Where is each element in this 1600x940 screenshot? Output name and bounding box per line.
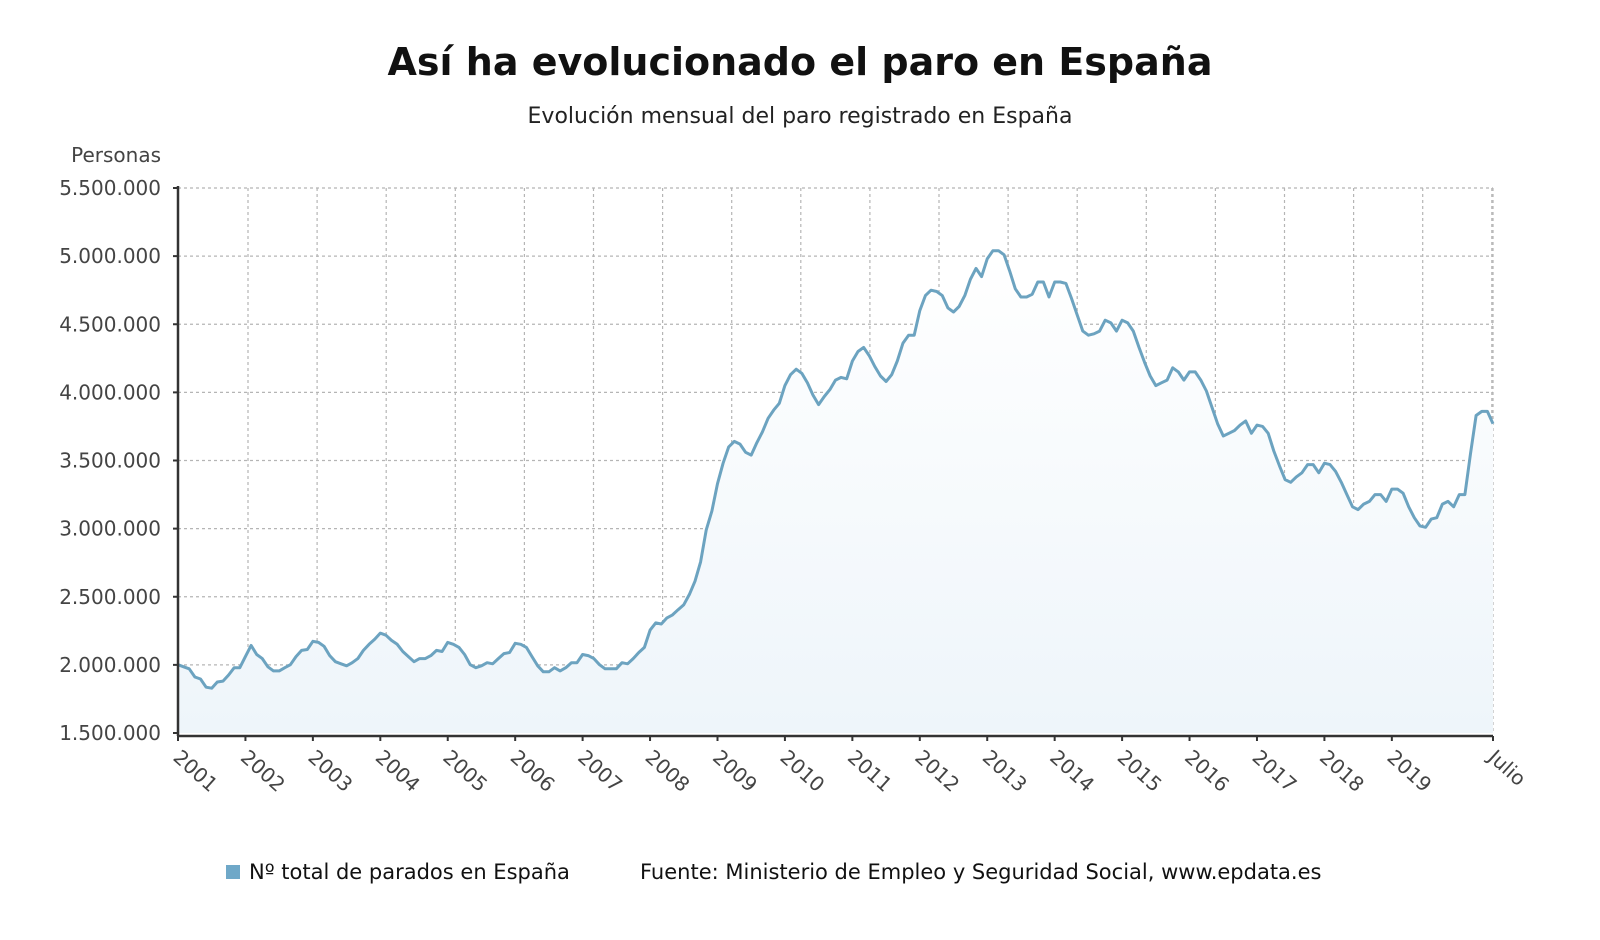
y-tick-label: 1.500.000 bbox=[59, 721, 161, 745]
x-tick-label: 2011 bbox=[843, 745, 897, 797]
x-tick-label: 2012 bbox=[910, 745, 964, 797]
legend-swatch bbox=[226, 865, 240, 879]
y-tick-label: 3.000.000 bbox=[59, 517, 161, 541]
x-tick-label: 2004 bbox=[371, 745, 425, 797]
x-tick-label: 2006 bbox=[506, 745, 560, 797]
chart-subtitle: Evolución mensual del paro registrado en… bbox=[527, 104, 1073, 129]
x-tick-label: 2015 bbox=[1113, 745, 1167, 797]
x-tick-label: 2010 bbox=[776, 745, 830, 797]
x-tick-label: 2001 bbox=[169, 745, 223, 797]
x-tick-label: 2002 bbox=[236, 745, 290, 797]
x-tick-label: 2019 bbox=[1383, 745, 1437, 797]
y-tick-label: 5.000.000 bbox=[59, 244, 161, 268]
y-tick-label: 5.500.000 bbox=[59, 176, 161, 200]
y-tick-label: 3.500.000 bbox=[59, 449, 161, 473]
x-tick-label: 2018 bbox=[1315, 745, 1369, 797]
x-tick-label: 2014 bbox=[1045, 745, 1099, 797]
x-tick-label: Julio bbox=[1482, 744, 1531, 791]
y-axis-label: Personas bbox=[71, 143, 161, 167]
source-note: Fuente: Ministerio de Empleo y Seguridad… bbox=[640, 860, 1322, 884]
x-tick-label: 2009 bbox=[708, 745, 762, 797]
x-tick-label: 2003 bbox=[304, 745, 358, 797]
x-tick-label: 2007 bbox=[573, 745, 627, 797]
x-tick-label: 2016 bbox=[1180, 745, 1234, 797]
y-tick-label: 4.000.000 bbox=[59, 380, 161, 404]
y-tick-label: 2.000.000 bbox=[59, 653, 161, 677]
series-line bbox=[177, 249, 1495, 690]
x-tick-label: 2008 bbox=[641, 745, 695, 797]
legend: Nº total de parados en España bbox=[226, 860, 570, 884]
legend-label: Nº total de parados en España bbox=[249, 860, 570, 884]
series-area bbox=[178, 250, 1493, 733]
x-tick-label: 2005 bbox=[438, 745, 492, 797]
y-tick-label: 2.500.000 bbox=[59, 585, 161, 609]
x-tick-label: 2013 bbox=[978, 745, 1032, 797]
chart-title: Así ha evolucionado el paro en España bbox=[387, 40, 1213, 84]
x-tick-label: 2017 bbox=[1248, 745, 1302, 797]
y-tick-label: 4.500.000 bbox=[59, 312, 161, 336]
